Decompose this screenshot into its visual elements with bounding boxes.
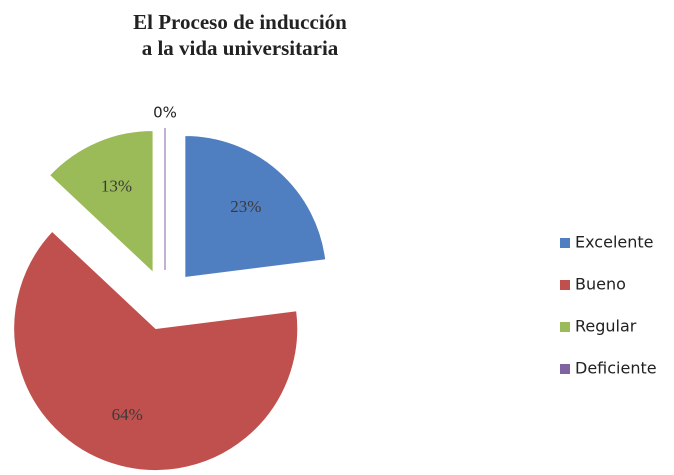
legend-label: Regular [575,317,637,336]
data-label: 0% [153,104,177,122]
legend-swatch [560,238,570,248]
legend-swatch [560,364,570,374]
pie-slice [48,129,154,274]
data-label: 64% [112,405,143,424]
legend-swatch [560,322,570,332]
legend-label: Excelente [575,233,653,252]
chart-title: El Proceso de inducción [133,10,347,34]
pie-slice [13,230,299,471]
legend-label: Bueno [575,275,626,294]
legend-swatch [560,280,570,290]
legend-label: Deficiente [575,359,657,378]
chart-title: a la vida universitaria [142,36,339,60]
data-label: 13% [101,177,132,196]
pie-slice [184,134,327,279]
data-label: 23% [230,197,261,216]
